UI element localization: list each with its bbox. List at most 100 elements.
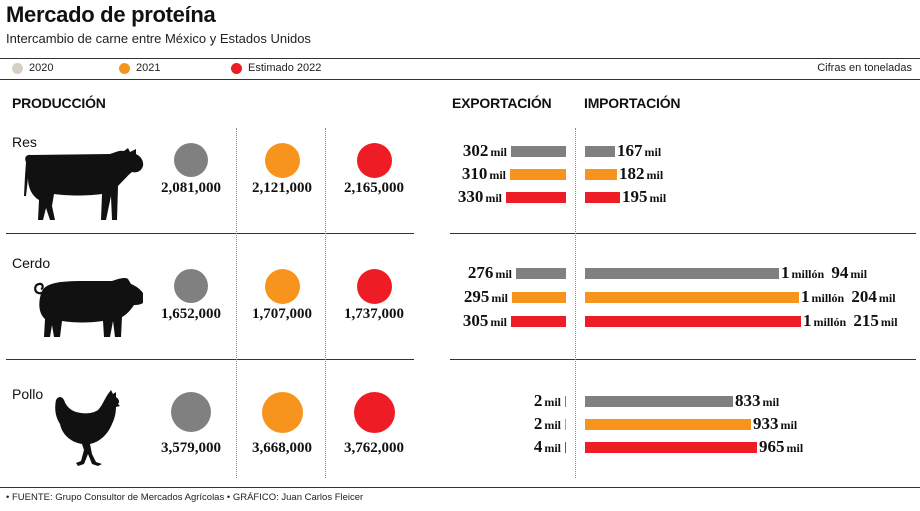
production-value-cerdo-2022: 1,737,000 — [344, 306, 404, 322]
import-label-unit-2: mil — [880, 315, 898, 329]
legend-dot-2020 — [12, 62, 23, 74]
legend-label-2021: 2021 — [136, 62, 161, 74]
export-label-number: 305 — [462, 311, 489, 330]
import-label-cerdo-2022: 1 millón 215 mil — [803, 312, 898, 330]
row-divider-right-1 — [450, 233, 916, 234]
export-bar-res-2020 — [511, 146, 566, 157]
import-bar-pollo-2021 — [585, 419, 751, 430]
legend-divider — [0, 79, 920, 80]
production-circle-pollo-2020 — [171, 392, 211, 432]
source-footer: • FUENTE: Grupo Consultor de Mercados Ag… — [6, 492, 364, 503]
export-bar-pollo-2022 — [565, 442, 566, 453]
import-bar-cerdo-2022 — [585, 316, 801, 327]
import-bar-cerdo-2020 — [585, 268, 779, 279]
import-label-number: 933 — [753, 414, 779, 433]
units-note: Cifras en toneladas — [817, 62, 912, 74]
export-bar-cerdo-2021 — [512, 292, 566, 303]
import-label-unit: millón — [791, 267, 825, 281]
import-label-unit: mil — [646, 168, 664, 182]
export-import-separator — [575, 128, 576, 478]
production-circle-res-2021 — [264, 142, 300, 178]
export-label-cerdo-2020: 276 mil — [468, 264, 512, 282]
import-label-res-2022: 195 mil — [622, 188, 666, 206]
legend-dot-2021 — [119, 62, 130, 74]
chart-subtitle: Intercambio de carne entre México y Esta… — [6, 31, 311, 46]
legend-item-2022: Estimado 2022 — [231, 62, 321, 74]
export-label-number: 4 — [533, 437, 543, 456]
import-label-unit: mil — [649, 191, 667, 205]
production-circle-cerdo-2021 — [264, 268, 300, 304]
legend-label-2022: Estimado 2022 — [248, 62, 322, 74]
export-label-res-2020: 302 mil — [463, 142, 507, 160]
export-label-pollo-2022: 4 mil — [534, 438, 561, 456]
production-value-res-2020: 2,081,000 — [161, 180, 221, 196]
import-label-res-2020: 167 mil — [617, 142, 661, 160]
export-bar-cerdo-2022 — [511, 316, 566, 327]
legend-dot-2022 — [231, 62, 242, 74]
export-label-res-2022: 330 mil — [458, 188, 502, 206]
export-label-unit: mil — [544, 441, 561, 455]
export-label-number: 2 — [533, 391, 543, 410]
production-header: PRODUCCIÓN — [12, 95, 106, 111]
column-separator-2 — [325, 128, 326, 478]
animal-label-cerdo: Cerdo — [12, 255, 51, 271]
import-label-pollo-2020: 833 mil — [735, 392, 779, 410]
export-bar-pollo-2020 — [565, 396, 566, 407]
production-value-pollo-2020: 3,579,000 — [161, 440, 221, 456]
export-bar-pollo-2021 — [565, 419, 566, 430]
import-bar-cerdo-2021 — [585, 292, 799, 303]
production-value-res-2022: 2,165,000 — [344, 180, 404, 196]
import-label-cerdo-2020: 1 millón 94 mil — [781, 264, 867, 282]
import-label-pollo-2022: 965 mil — [759, 438, 803, 456]
import-label-unit: mil — [762, 395, 780, 409]
export-label-unit: mil — [489, 168, 506, 182]
export-label-number: 2 — [533, 414, 543, 433]
export-label-pollo-2020: 2 mil — [534, 392, 561, 410]
row-divider-right-2 — [450, 359, 916, 360]
import-label-res-2021: 182 mil — [619, 165, 663, 183]
import-label-unit: mil — [786, 441, 804, 455]
import-label-number: 1 — [781, 263, 790, 282]
export-label-unit: mil — [491, 291, 508, 305]
animal-label-pollo: Pollo — [12, 386, 44, 402]
import-label-cerdo-2021: 1 millón 204 mil — [801, 288, 896, 306]
production-value-cerdo-2020: 1,652,000 — [161, 306, 221, 322]
import-label-number: 167 — [617, 141, 643, 160]
import-label-number: 833 — [735, 391, 761, 410]
export-label-cerdo-2021: 295 mil — [464, 288, 508, 306]
import-label-number-2: 94 — [827, 263, 849, 282]
import-label-number: 1 — [803, 311, 812, 330]
import-label-unit-2: mil — [878, 291, 896, 305]
bottom-divider — [0, 487, 920, 488]
production-value-cerdo-2021: 1,707,000 — [252, 306, 312, 322]
production-circle-res-2020 — [174, 143, 208, 177]
production-circle-res-2022 — [356, 142, 392, 178]
legend-label-2020: 2020 — [29, 62, 54, 74]
export-label-number: 330 — [457, 187, 484, 206]
production-circle-pollo-2022 — [353, 391, 395, 433]
export-label-unit: mil — [544, 418, 561, 432]
import-label-unit: mil — [780, 418, 798, 432]
export-label-unit: mil — [485, 191, 502, 205]
import-bar-res-2021 — [585, 169, 617, 180]
import-bar-pollo-2020 — [585, 396, 733, 407]
chicken-icon — [55, 390, 120, 466]
import-bar-pollo-2022 — [585, 442, 757, 453]
row-divider-left-2 — [6, 359, 414, 360]
row-divider-left-1 — [6, 233, 414, 234]
import-label-unit: millón — [813, 315, 847, 329]
export-bar-res-2022 — [506, 192, 566, 203]
production-circle-cerdo-2022 — [356, 268, 392, 304]
import-bar-res-2020 — [585, 146, 615, 157]
export-bar-res-2021 — [510, 169, 566, 180]
column-separator-1 — [236, 128, 237, 478]
import-label-unit: mil — [644, 145, 662, 159]
import-header: IMPORTACIÓN — [584, 95, 681, 111]
export-label-number: 302 — [462, 141, 489, 160]
export-label-unit: mil — [490, 315, 507, 329]
import-label-number: 195 — [622, 187, 648, 206]
top-divider — [0, 58, 920, 59]
production-value-pollo-2022: 3,762,000 — [344, 440, 404, 456]
animal-label-res: Res — [12, 134, 37, 150]
